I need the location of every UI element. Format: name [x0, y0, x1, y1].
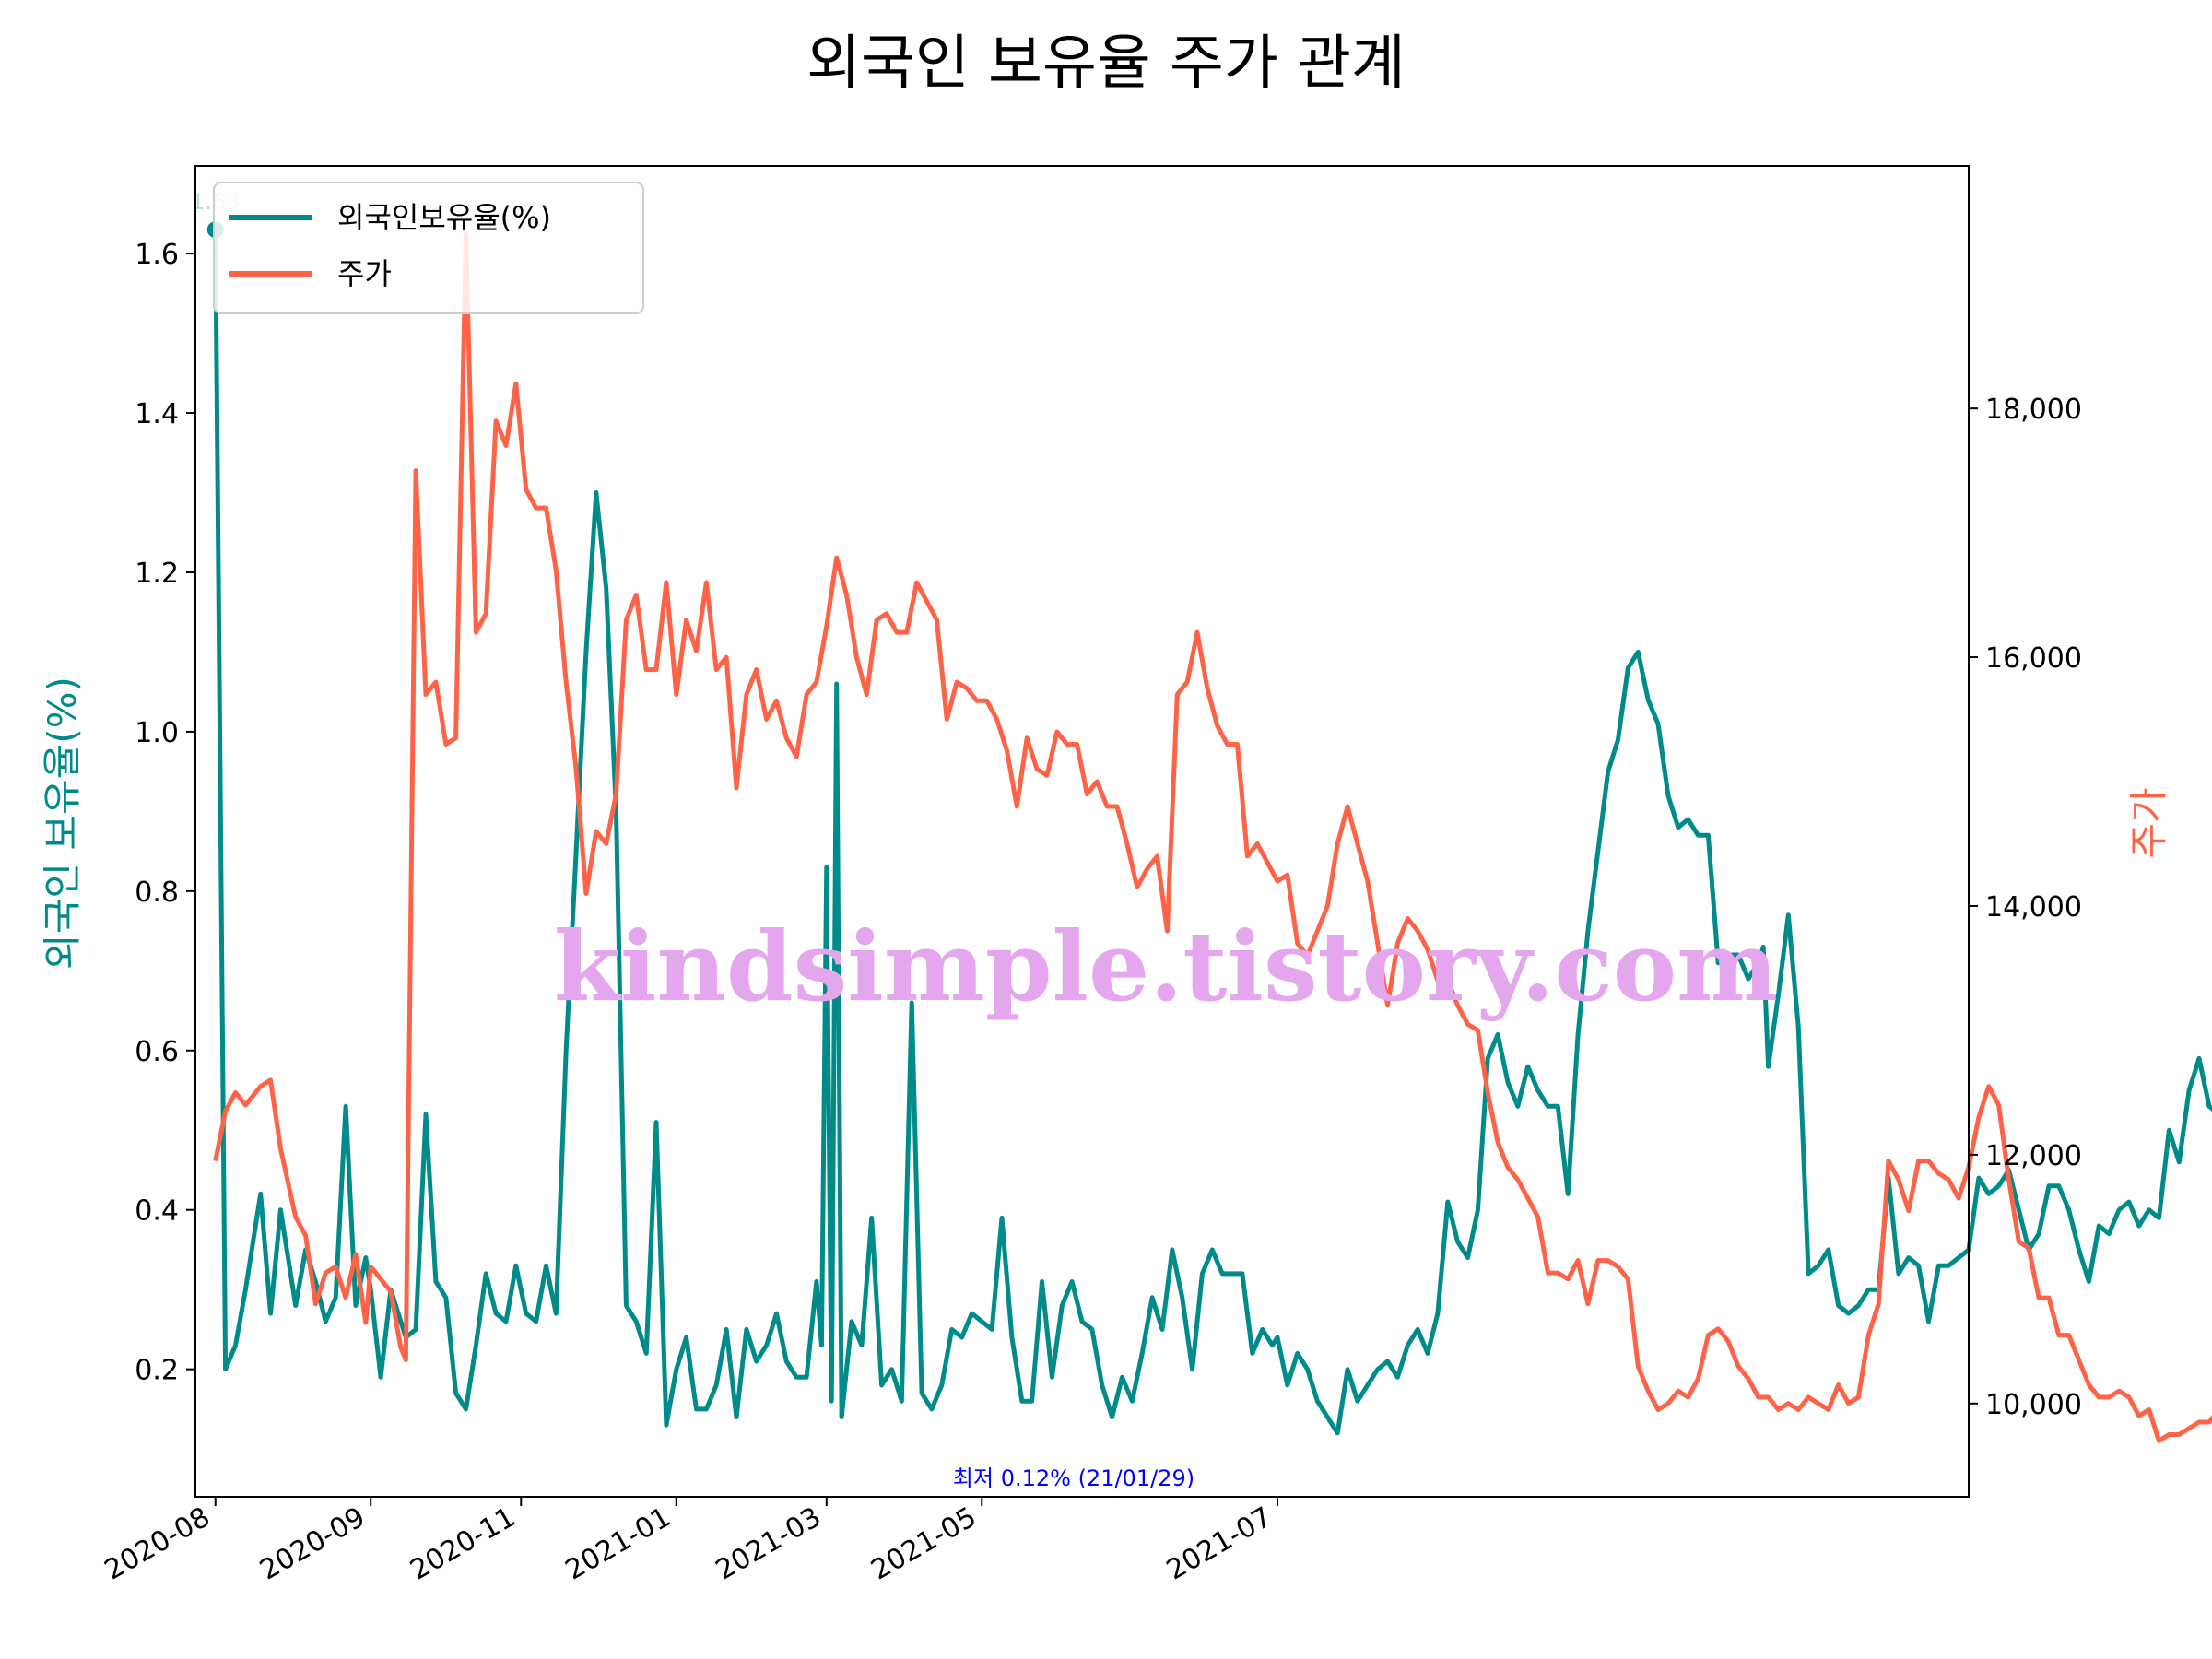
chart-title: 외국인 보유율 주가 관계 [806, 29, 1406, 98]
x-tick-label: 2021-07 [1161, 1501, 1277, 1587]
left-tick-label: 0.4 [135, 1195, 179, 1228]
series-line-1 [213, 231, 2212, 1443]
watermark: kindsimple.tistory.com [554, 910, 1778, 1023]
left-tick-label: 1.6 [135, 239, 179, 271]
series-line-0 [213, 229, 2212, 1436]
legend: 외국인보유율(%) 주가 [213, 182, 644, 314]
x-tick-label: 2020-09 [254, 1501, 371, 1587]
left-tick-label: 1.2 [135, 558, 179, 590]
left-tick-label: 0.2 [135, 1355, 179, 1387]
legend-box [213, 182, 644, 314]
x-tick-label: 2020-08 [100, 1501, 216, 1587]
right-tick-label: 14,000 [1985, 891, 2082, 924]
series-layer [213, 229, 2212, 1443]
min-value-label: 최저 0.12% (21/01/29) [953, 1465, 1194, 1491]
left-tick-label: 0.8 [135, 877, 179, 909]
legend-label-holding: 외국인보유율(%) [337, 200, 551, 235]
right-tick-label: 12,000 [1985, 1140, 2082, 1172]
plot-frame [194, 165, 1970, 1498]
left-tick-label: 1.4 [135, 398, 179, 430]
right-tick-label: 10,000 [1985, 1389, 2082, 1421]
left-tick-label: 1.0 [135, 717, 179, 749]
x-tick-label: 2021-03 [711, 1501, 827, 1587]
x-tick-label: 2021-05 [865, 1501, 982, 1587]
right-tick-label: 18,000 [1985, 394, 2082, 426]
x-tick-label: 2020-11 [405, 1501, 521, 1587]
right-tick-label: 16,000 [1985, 642, 2082, 675]
plot-background [195, 166, 1969, 1497]
plot-area [195, 166, 1969, 1497]
x-tick-label: 2021-01 [560, 1501, 677, 1587]
right-axis-title: 주가 [2126, 787, 2171, 858]
left-axis-title: 외국인 보유율(%) [40, 677, 85, 970]
legend-label-price: 주가 [337, 256, 392, 291]
left-tick-label: 0.6 [135, 1036, 179, 1068]
